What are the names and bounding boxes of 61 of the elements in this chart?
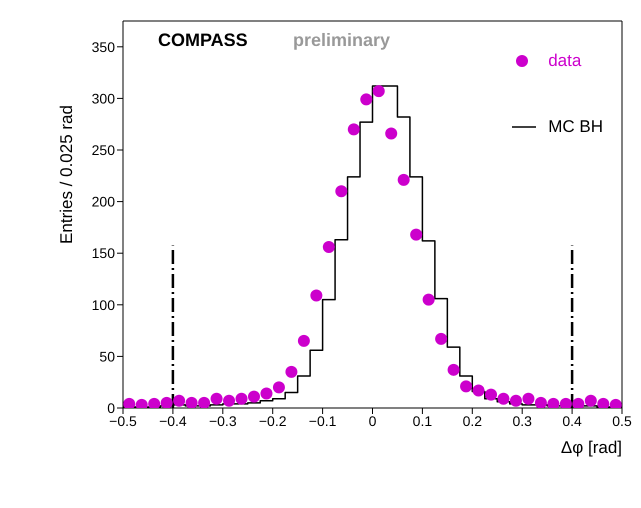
y-tick-label: 150: [92, 245, 116, 262]
point: [223, 394, 236, 407]
x-tick-label: −0.1: [308, 412, 337, 429]
x-tick-label: 0.4: [562, 412, 582, 429]
point: [372, 85, 385, 98]
y-tick-label: 250: [92, 142, 116, 158]
point: [272, 381, 285, 394]
x-tick-label: 0: [368, 412, 377, 429]
x-tick-label: −0.3: [208, 412, 237, 429]
point: [310, 290, 322, 302]
y-tick-label: 50: [99, 348, 116, 364]
legend-label: MC BH: [548, 117, 603, 137]
point: [198, 396, 210, 408]
point: [497, 392, 510, 405]
point: [410, 228, 422, 241]
x-tick-label: 0.2: [462, 412, 482, 429]
point: [422, 294, 435, 306]
y-tick-label: 200: [92, 194, 116, 210]
point: [485, 388, 498, 401]
point: [123, 398, 136, 408]
point: [448, 364, 460, 376]
point: [597, 398, 610, 408]
x-tick-label: −0.4: [159, 412, 187, 429]
point: [335, 185, 348, 198]
x-tick-label: 0.5: [612, 412, 632, 429]
point: [572, 398, 584, 408]
y-axis-title: Entries / 0.025 rad: [57, 105, 76, 244]
point: [522, 392, 534, 405]
x-axis-title: Δφ [rad]: [560, 438, 622, 457]
point: [547, 398, 560, 408]
point: [173, 394, 186, 407]
point: [385, 127, 398, 140]
x-tick-label: 0.1: [412, 412, 432, 429]
point: [160, 396, 173, 408]
y-tick-label: 100: [92, 296, 116, 313]
point: [260, 388, 272, 400]
point: [398, 174, 410, 186]
y-tick-label: 300: [92, 90, 116, 106]
point: [435, 332, 448, 345]
point: [472, 384, 485, 396]
point: [236, 392, 248, 405]
point: [460, 380, 472, 392]
annotation: preliminary: [293, 30, 390, 51]
point: [348, 123, 360, 136]
point: [285, 366, 298, 378]
point: [584, 394, 597, 407]
legend-label: data: [548, 51, 582, 71]
point: [534, 396, 547, 408]
x-tick-label: −0.2: [258, 412, 287, 429]
point: [186, 396, 198, 408]
point: [298, 334, 310, 347]
point: [322, 241, 335, 254]
point: [248, 390, 260, 403]
point: [148, 398, 160, 408]
annotation: COMPASS: [158, 30, 248, 51]
y-tick-label: 350: [92, 38, 116, 55]
x-tick-label: 0.3: [512, 412, 532, 429]
point: [360, 93, 372, 106]
point: [210, 392, 223, 405]
point: [560, 398, 572, 408]
point: [510, 394, 522, 407]
